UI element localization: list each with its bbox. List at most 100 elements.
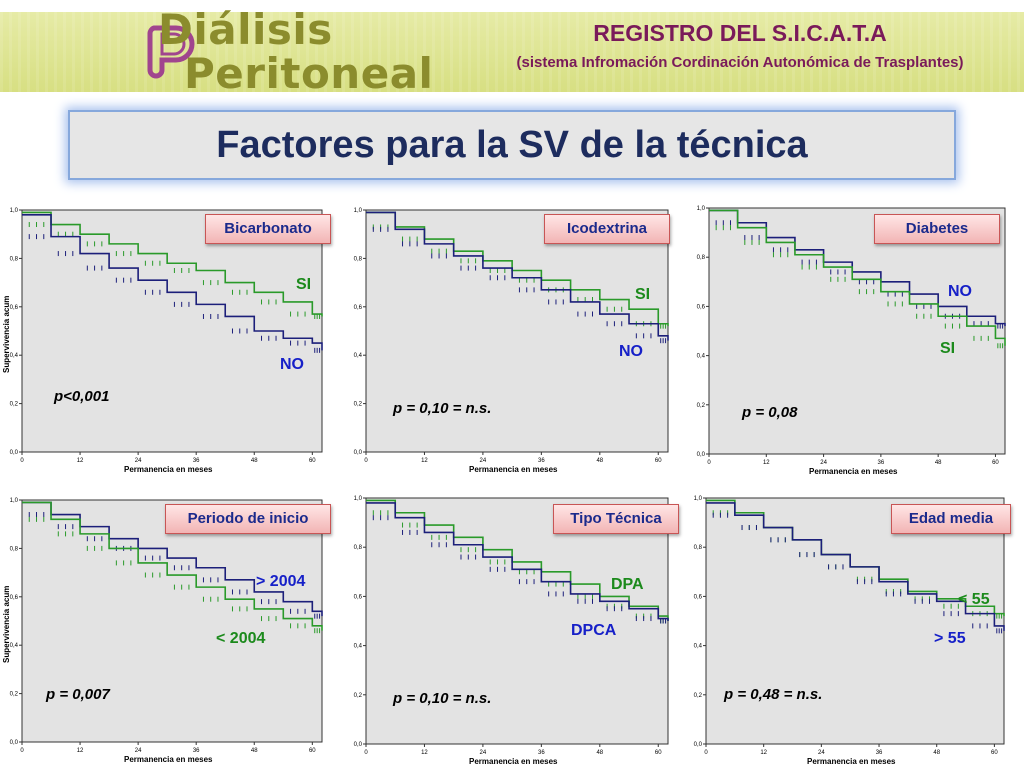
- p-value-label: p<0,001: [54, 388, 110, 405]
- registry-subtitle: (sistema Infromación Cordinación Autonóm…: [516, 54, 964, 71]
- curve-label: DPCA: [571, 622, 617, 639]
- y-tick-label: 0,6: [10, 305, 19, 311]
- dialysis-logo-icon: [147, 25, 195, 79]
- series-line-dpca: [366, 502, 669, 621]
- x-tick-label: 12: [760, 750, 767, 756]
- chart-panel-bicarbonato: 0,0 0,2 0,4 0,6 0,8 1,0 0 12 24 36 48 60 Bicarbonato…: [0, 200, 350, 490]
- y-tick-label: 1,0: [697, 206, 706, 212]
- y-tick-label: 0,4: [10, 353, 19, 359]
- y-tick-label: 0,4: [697, 354, 706, 360]
- x-tick-label: 48: [596, 458, 603, 464]
- y-tick-label: 1,0: [10, 208, 19, 214]
- x-tick-label: 12: [77, 748, 84, 754]
- curve-label: DPA: [611, 576, 644, 593]
- chart-title-box: Edad media: [891, 504, 1011, 534]
- x-tick-label: 36: [538, 458, 545, 464]
- survival-chart-svg: 0,0 0,2 0,4 0,6 0,8 1,0 0 12 24 36 48 60: [354, 496, 669, 756]
- curve-label: NO: [948, 283, 972, 300]
- y-tick-label: 1,0: [354, 496, 363, 502]
- y-tick-label: 0,8: [354, 545, 363, 551]
- curve-label: > 55: [934, 630, 966, 647]
- x-tick-label: 48: [251, 748, 258, 754]
- x-axis-label: Permanencia en meses: [469, 757, 558, 766]
- series-line-no: [22, 214, 323, 351]
- curve-label: SI: [940, 340, 956, 357]
- registry-title: REGISTRO DEL S.I.C.A.T.A: [593, 20, 887, 46]
- chart-panel-edad-media: 0,0 0,2 0,4 0,6 0,8 1,0 0 12 24 36 48 60 Edad media <…: [690, 490, 1024, 768]
- x-tick-label: 36: [193, 748, 200, 754]
- x-axis-label: Permanencia en meses: [809, 467, 898, 476]
- x-tick-label: 0: [20, 748, 24, 754]
- plot-area: [21, 499, 323, 743]
- curve-label: < 2004: [216, 630, 266, 647]
- x-tick-label: 12: [421, 458, 428, 464]
- plot-area: [365, 497, 669, 745]
- header-band: [0, 12, 1024, 92]
- survival-chart-svg: 0,0 0,2 0,4 0,6 0,8 1,0 0 12 24 36 48 60: [10, 498, 323, 754]
- x-tick-label: 36: [193, 458, 200, 464]
- survival-chart-svg: 0,0 0,2 0,4 0,6 0,8 1,0 0 12 24 36 48 60: [697, 206, 1006, 466]
- page-title: Factores para la SV de la técnica: [216, 124, 808, 166]
- y-tick-label: 0,6: [354, 594, 363, 600]
- x-tick-label: 60: [991, 750, 998, 756]
- x-tick-label: 60: [309, 748, 316, 754]
- y-axis-label: Supervivencia acum: [2, 585, 11, 663]
- x-tick-label: 24: [135, 458, 142, 464]
- chart-panel-icodextrina: 0,0 0,2 0,4 0,6 0,8 1,0 0 12 24 36 48 60 Icodextrina…: [345, 200, 695, 490]
- logo-text-peritoneal: Peritoneal: [184, 49, 434, 98]
- y-tick-label: 0,2: [10, 692, 19, 698]
- survival-chart-svg: 0,0 0,2 0,4 0,6 0,8 1,0 0 12 24 36 48 60: [694, 496, 1005, 756]
- x-axis-label: Permanencia en meses: [124, 755, 213, 764]
- logo-text-dialisis: Diálisis: [158, 5, 333, 54]
- y-tick-label: 0,8: [354, 256, 363, 262]
- x-tick-label: 60: [655, 750, 662, 756]
- y-axis-label: Supervivencia acum: [2, 295, 11, 373]
- curve-label: > 2004: [256, 573, 306, 590]
- survival-chart-svg: 0,0 0,2 0,4 0,6 0,8 1,0 0 12 24 36 48 60: [354, 208, 669, 464]
- series-line-2004: [22, 501, 323, 631]
- x-tick-label: 24: [820, 460, 827, 466]
- y-tick-label: 0,4: [10, 643, 19, 649]
- y-tick-label: 0,2: [697, 403, 706, 409]
- y-tick-label: 0,8: [10, 256, 19, 262]
- y-tick-label: 0,8: [694, 545, 703, 551]
- y-tick-label: 0,0: [354, 450, 363, 456]
- x-tick-label: 60: [655, 458, 662, 464]
- y-tick-label: 0,6: [694, 594, 703, 600]
- series-line-si: [709, 209, 1006, 346]
- x-tick-label: 36: [876, 750, 883, 756]
- y-tick-label: 0,2: [10, 402, 19, 408]
- y-tick-label: 0,2: [354, 402, 363, 408]
- plot-area: [708, 207, 1006, 455]
- chart-title-box: Diabetes: [874, 214, 1000, 244]
- chart-panel-periodo-inicio: 0,0 0,2 0,4 0,6 0,8 1,0 0 12 24 36 48 60 Periodo de …: [0, 490, 350, 768]
- y-tick-label: 0,2: [354, 693, 363, 699]
- y-tick-label: 0,4: [354, 353, 363, 359]
- x-tick-label: 48: [251, 458, 258, 464]
- chart-title-box: Periodo de inicio: [165, 504, 331, 534]
- series-line-si: [22, 211, 323, 317]
- x-tick-label: 0: [364, 750, 368, 756]
- y-tick-label: 0,6: [354, 305, 363, 311]
- x-tick-label: 36: [878, 460, 885, 466]
- curve-label: SI: [635, 286, 651, 303]
- x-tick-label: 12: [763, 460, 770, 466]
- y-tick-label: 0,8: [697, 255, 706, 261]
- x-tick-label: 0: [364, 458, 368, 464]
- y-tick-label: 0,6: [697, 304, 706, 310]
- curve-label: NO: [619, 343, 643, 360]
- x-tick-label: 48: [935, 460, 942, 466]
- p-value-label: p = 0,08: [742, 404, 798, 421]
- curve-label: SI: [296, 276, 312, 293]
- p-value-label: p = 0,48 = n.s.: [724, 686, 823, 703]
- chart-title-box: Icodextrina: [544, 214, 670, 244]
- chart-panel-diabetes: 0,0 0,2 0,4 0,6 0,8 1,0 0 12 24 36 48 60 Diabetes NO S…: [690, 200, 1024, 490]
- y-tick-label: 0,4: [354, 644, 363, 650]
- y-tick-label: 0,2: [694, 693, 703, 699]
- y-tick-label: 1,0: [10, 498, 19, 504]
- p-value-label: p = 0,007: [46, 686, 110, 703]
- chart-title-box: Tipo Técnica: [553, 504, 679, 534]
- x-tick-label: 60: [992, 460, 999, 466]
- x-tick-label: 12: [77, 458, 84, 464]
- x-tick-label: 24: [480, 458, 487, 464]
